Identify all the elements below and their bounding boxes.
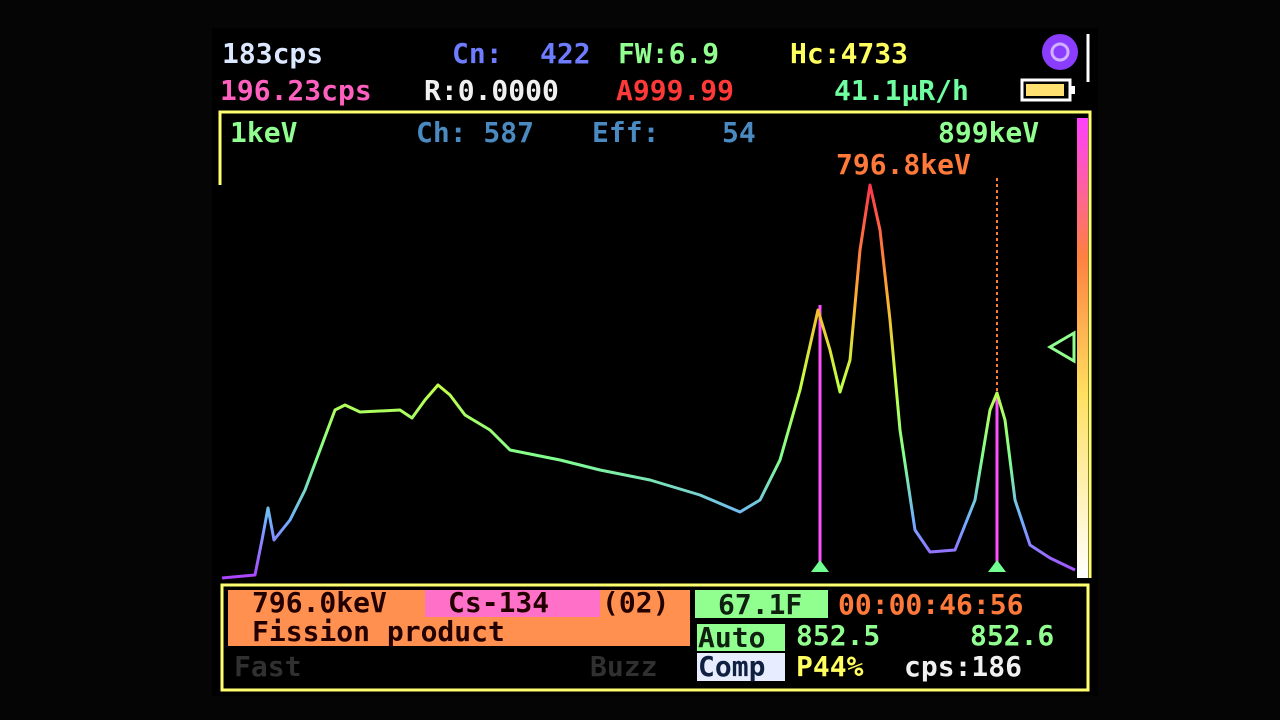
cursor-energy: 796.8keV xyxy=(836,148,971,181)
r-value: R:0.0000 xyxy=(424,74,559,107)
dose-rate: 41.1μR/h xyxy=(834,74,969,107)
cn-value: 422 xyxy=(540,37,591,70)
peak-energy: 796.0keV xyxy=(252,586,387,619)
auto-button[interactable]: Auto xyxy=(698,621,765,654)
cps: cps:186 xyxy=(904,650,1022,683)
eff-label: Eff: xyxy=(592,116,659,149)
description: Fission product xyxy=(252,615,505,648)
a-value: A999.99 xyxy=(616,74,734,107)
temperature: 67.1F xyxy=(718,588,802,621)
color-scale xyxy=(1077,118,1088,578)
fast-button[interactable]: Fast xyxy=(234,650,301,683)
fwhm: FW:6.9 xyxy=(618,37,719,70)
peak-pointer xyxy=(811,560,829,572)
settings-icon[interactable] xyxy=(1042,34,1078,70)
left-energy: 1keV xyxy=(230,116,298,149)
auto-box[interactable] xyxy=(697,624,785,651)
timer: 00:00:46:56 xyxy=(838,588,1023,621)
eff-value: 54 xyxy=(722,116,756,149)
temperature-box xyxy=(695,590,828,618)
comp-box[interactable] xyxy=(697,653,785,681)
peak-pointer xyxy=(988,560,1006,572)
right-energy: 899keV xyxy=(938,116,1039,149)
channel: Ch: 587 xyxy=(416,116,534,149)
value-left: 852.5 xyxy=(796,619,880,652)
percent: P44% xyxy=(796,650,864,683)
count-rate: 183cps xyxy=(222,37,323,70)
hc: Hc:4733 xyxy=(790,37,908,70)
avg-rate: 196.23cps xyxy=(220,74,372,107)
value-right: 852.6 xyxy=(970,619,1054,652)
comp-button[interactable]: Comp xyxy=(698,650,765,683)
level-pointer xyxy=(1047,330,1076,364)
spectrum-frame xyxy=(218,110,1092,578)
isotope-code: (02) xyxy=(602,586,669,619)
spectrum-curve xyxy=(221,183,1076,580)
cn-label: Cn: xyxy=(452,37,503,70)
battery-level xyxy=(1026,84,1064,96)
panel-frame xyxy=(220,583,1090,692)
battery-tip xyxy=(1070,86,1075,94)
isotope: Cs-134 xyxy=(448,586,549,619)
settings-icon-ring xyxy=(1050,42,1070,62)
isotope-highlight xyxy=(425,590,600,617)
buzz-button[interactable]: Buzz xyxy=(590,650,657,683)
